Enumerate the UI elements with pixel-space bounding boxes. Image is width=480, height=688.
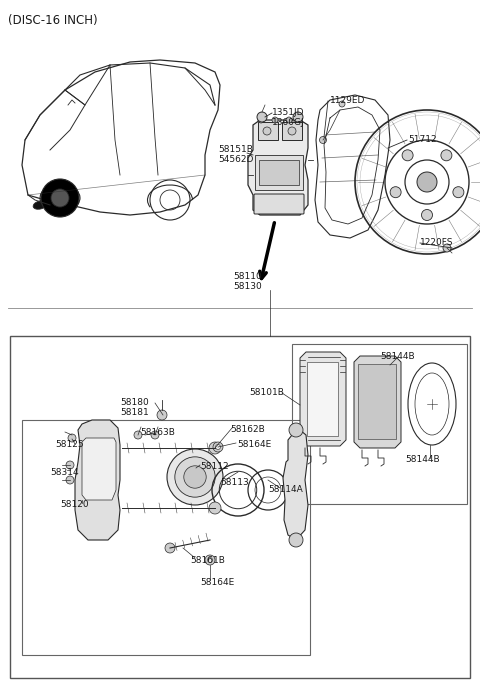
Bar [22, 420, 310, 655]
Text: 58101B: 58101B [249, 388, 284, 397]
Text: (DISC-16 INCH): (DISC-16 INCH) [8, 14, 97, 27]
Circle shape [417, 172, 437, 192]
Text: 1220FS: 1220FS [420, 238, 454, 247]
Circle shape [205, 555, 215, 565]
Circle shape [293, 112, 303, 122]
Circle shape [257, 112, 267, 122]
Circle shape [272, 117, 278, 123]
Circle shape [288, 127, 296, 135]
Text: 58120: 58120 [60, 500, 89, 509]
Bar [258, 122, 278, 140]
Circle shape [320, 136, 326, 144]
Circle shape [258, 117, 264, 123]
Text: 51712: 51712 [408, 135, 437, 144]
Ellipse shape [33, 201, 47, 209]
Text: 58113: 58113 [220, 478, 249, 487]
Circle shape [66, 476, 74, 484]
Circle shape [165, 543, 175, 553]
Circle shape [213, 442, 223, 452]
Polygon shape [75, 420, 120, 540]
Text: 58164E: 58164E [200, 578, 234, 587]
Bar [292, 344, 467, 504]
Circle shape [216, 444, 220, 449]
Circle shape [175, 457, 215, 497]
Bar [255, 155, 303, 190]
Text: 58164E: 58164E [237, 440, 271, 449]
Circle shape [207, 557, 213, 563]
Circle shape [134, 431, 142, 439]
FancyBboxPatch shape [254, 194, 304, 214]
Circle shape [66, 461, 74, 469]
Polygon shape [283, 430, 308, 540]
Bar [10, 336, 470, 678]
Polygon shape [307, 362, 338, 436]
Bar [259, 160, 299, 185]
Circle shape [339, 101, 345, 107]
Circle shape [209, 502, 221, 514]
Polygon shape [82, 438, 116, 500]
Text: 1351JD
1360GJ: 1351JD 1360GJ [272, 108, 305, 127]
Circle shape [441, 150, 452, 161]
Circle shape [51, 189, 69, 207]
Text: 58180
58181: 58180 58181 [120, 398, 149, 418]
Text: 58144B: 58144B [405, 455, 440, 464]
Circle shape [263, 127, 271, 135]
Text: 58151B
54562D: 58151B 54562D [218, 145, 253, 164]
Circle shape [68, 434, 76, 442]
Circle shape [390, 186, 401, 197]
Text: 58144B: 58144B [381, 352, 415, 361]
Text: 58110
58130: 58110 58130 [234, 272, 263, 292]
Circle shape [402, 150, 413, 161]
Text: 58161B: 58161B [190, 556, 225, 565]
Polygon shape [300, 352, 346, 446]
Circle shape [289, 423, 303, 437]
Bar [358, 364, 396, 439]
Polygon shape [248, 120, 308, 215]
Circle shape [289, 533, 303, 547]
Polygon shape [354, 356, 401, 448]
Circle shape [286, 117, 292, 123]
Circle shape [41, 179, 79, 217]
Circle shape [151, 431, 159, 439]
Circle shape [209, 442, 221, 454]
Text: 58125: 58125 [55, 440, 84, 449]
Circle shape [157, 410, 167, 420]
Text: 1129ED: 1129ED [330, 96, 365, 105]
Text: 58162B: 58162B [230, 425, 265, 434]
Circle shape [421, 210, 432, 220]
Circle shape [443, 244, 451, 252]
Text: 58163B: 58163B [140, 428, 175, 437]
Circle shape [167, 449, 223, 505]
Circle shape [453, 186, 464, 197]
Bar [282, 122, 302, 140]
Text: 58114A: 58114A [268, 485, 303, 494]
Text: 58314: 58314 [50, 468, 79, 477]
Text: 58112: 58112 [200, 462, 228, 471]
Circle shape [184, 466, 206, 488]
